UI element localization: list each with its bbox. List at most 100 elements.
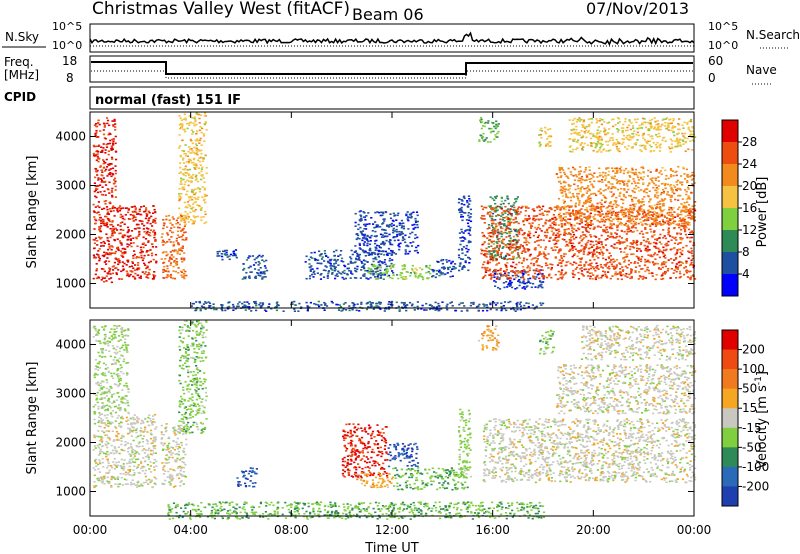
range-cell xyxy=(184,211,187,213)
range-cell xyxy=(200,209,203,211)
range-cell xyxy=(647,242,651,245)
range-cell xyxy=(216,251,219,253)
range-cell xyxy=(684,132,687,135)
range-cell xyxy=(637,200,640,202)
range-cell xyxy=(662,192,665,194)
range-cell xyxy=(261,254,264,257)
range-cell xyxy=(649,225,652,227)
range-cell xyxy=(563,171,566,174)
range-cell xyxy=(518,229,521,231)
range-cell xyxy=(331,271,334,274)
range-cell xyxy=(482,139,485,141)
range-cell xyxy=(374,278,378,280)
range-cell xyxy=(356,237,359,239)
range-cell xyxy=(660,173,663,176)
range-cell xyxy=(505,266,508,269)
range-cell xyxy=(588,214,591,216)
range-cell xyxy=(646,223,649,226)
range-cell xyxy=(548,207,551,209)
range-cell xyxy=(655,214,658,217)
range-cell xyxy=(501,274,504,277)
range-cell xyxy=(554,216,557,219)
range-cell xyxy=(376,269,379,271)
range-cell xyxy=(593,253,596,255)
range-cell xyxy=(468,203,471,205)
range-cell xyxy=(496,229,499,231)
range-cell xyxy=(532,277,535,279)
range-cell xyxy=(627,226,630,228)
range-cell xyxy=(587,268,591,271)
range-cell xyxy=(598,180,601,183)
range-cell xyxy=(516,287,519,289)
range-cell xyxy=(489,258,493,261)
range-cell xyxy=(542,214,545,216)
range-cell xyxy=(96,244,99,246)
range-cell xyxy=(659,208,662,210)
range-cell xyxy=(612,125,615,128)
range-cell xyxy=(438,274,441,277)
range-cell xyxy=(224,254,227,256)
range-cell xyxy=(522,259,525,262)
range-cell xyxy=(189,197,192,199)
range-cell xyxy=(622,181,625,183)
range-cell xyxy=(594,278,597,281)
range-cell xyxy=(499,203,502,206)
range-cell xyxy=(138,233,141,236)
range-cell xyxy=(591,207,594,210)
range-cell xyxy=(609,137,612,139)
range-cell xyxy=(461,236,464,238)
range-cell xyxy=(397,244,400,247)
range-cell xyxy=(569,171,572,173)
range-cell xyxy=(152,231,155,233)
range-cell xyxy=(484,254,487,257)
range-cell xyxy=(181,247,184,249)
range-cell xyxy=(184,117,187,120)
range-cell xyxy=(633,215,636,218)
range-cell xyxy=(623,259,627,261)
range-cell xyxy=(164,270,168,272)
range-cell xyxy=(370,253,373,256)
range-cell xyxy=(509,232,512,234)
range-cell xyxy=(659,209,662,211)
range-cell xyxy=(387,226,391,228)
range-cell xyxy=(133,210,136,213)
range-cell xyxy=(503,223,506,226)
range-cell xyxy=(178,147,181,149)
range-cell xyxy=(193,146,196,149)
range-cell xyxy=(579,188,582,191)
range-cell xyxy=(494,227,497,229)
range-cell xyxy=(179,145,182,147)
scatter-region xyxy=(478,116,500,143)
range-cell xyxy=(660,243,663,245)
range-cell xyxy=(562,274,565,276)
range-cell xyxy=(380,250,383,253)
range-cell xyxy=(111,221,114,223)
range-cell xyxy=(326,260,330,263)
range-cell xyxy=(120,242,123,244)
range-cell xyxy=(112,124,115,126)
range-cell xyxy=(250,271,253,273)
range-cell xyxy=(653,253,656,256)
range-cell xyxy=(605,228,608,231)
range-cell xyxy=(585,217,588,219)
range-cell xyxy=(657,132,660,135)
range-cell xyxy=(526,266,529,269)
range-cell xyxy=(672,272,675,274)
range-cell xyxy=(93,239,96,241)
range-cell xyxy=(340,273,343,275)
range-cell xyxy=(637,209,640,212)
range-cell xyxy=(133,205,136,208)
range-cell xyxy=(198,190,201,193)
range-cell xyxy=(578,241,581,244)
range-cell xyxy=(589,173,592,175)
range-cell xyxy=(127,261,130,263)
range-cell xyxy=(360,231,363,234)
range-cell xyxy=(611,205,614,208)
range-cell xyxy=(487,122,490,124)
range-cell xyxy=(690,231,693,233)
range-cell xyxy=(105,263,108,265)
range-cell xyxy=(640,177,643,180)
range-cell xyxy=(537,234,540,237)
range-cell xyxy=(383,243,386,246)
range-cell xyxy=(646,218,649,220)
